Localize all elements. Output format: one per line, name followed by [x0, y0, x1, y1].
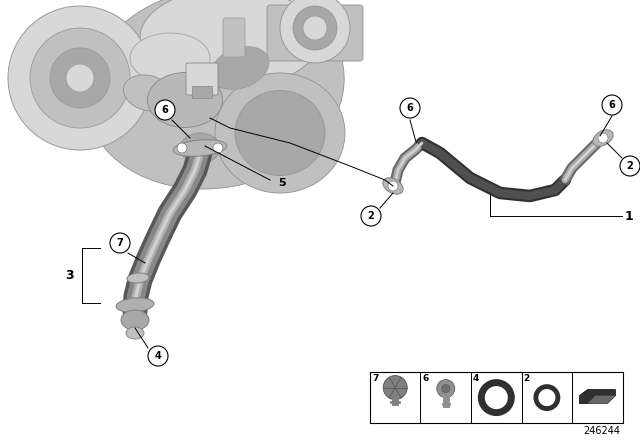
Circle shape — [66, 64, 94, 92]
Text: 6: 6 — [162, 105, 168, 115]
Text: 3: 3 — [66, 269, 74, 282]
Circle shape — [442, 384, 450, 392]
Circle shape — [598, 133, 608, 143]
Circle shape — [155, 100, 175, 120]
Ellipse shape — [124, 75, 173, 111]
Circle shape — [303, 16, 327, 40]
Ellipse shape — [121, 310, 149, 330]
Text: 4: 4 — [155, 351, 161, 361]
Ellipse shape — [383, 178, 403, 194]
Text: 6: 6 — [406, 103, 413, 113]
Circle shape — [280, 0, 350, 63]
Circle shape — [383, 375, 407, 400]
FancyBboxPatch shape — [267, 5, 363, 61]
Ellipse shape — [235, 90, 325, 176]
Text: 6: 6 — [422, 374, 429, 383]
Ellipse shape — [130, 33, 210, 83]
Circle shape — [436, 379, 455, 398]
Circle shape — [30, 28, 130, 128]
Text: 2: 2 — [524, 374, 530, 383]
Polygon shape — [579, 390, 616, 404]
FancyBboxPatch shape — [186, 63, 218, 95]
Text: 6: 6 — [609, 100, 616, 110]
Ellipse shape — [140, 0, 320, 88]
Circle shape — [110, 233, 130, 253]
Circle shape — [177, 143, 187, 153]
Ellipse shape — [211, 47, 269, 90]
FancyBboxPatch shape — [223, 18, 245, 57]
Text: 7: 7 — [372, 374, 378, 383]
Text: 246244: 246244 — [584, 426, 621, 436]
Circle shape — [361, 206, 381, 226]
Ellipse shape — [116, 298, 154, 312]
Text: 4: 4 — [473, 374, 479, 383]
Circle shape — [620, 156, 640, 176]
Bar — [370, 372, 623, 423]
Circle shape — [602, 95, 622, 115]
Ellipse shape — [173, 140, 227, 156]
Ellipse shape — [127, 273, 149, 283]
Ellipse shape — [147, 73, 223, 128]
Polygon shape — [588, 396, 616, 404]
Text: 2: 2 — [367, 211, 374, 221]
Circle shape — [388, 181, 398, 191]
Text: 7: 7 — [116, 238, 124, 248]
Circle shape — [213, 143, 223, 153]
Text: 5: 5 — [278, 178, 285, 188]
Circle shape — [8, 6, 152, 150]
Ellipse shape — [215, 73, 345, 193]
Ellipse shape — [180, 133, 220, 163]
Text: 2: 2 — [627, 161, 634, 171]
Ellipse shape — [126, 327, 144, 339]
Circle shape — [400, 98, 420, 118]
Circle shape — [293, 6, 337, 50]
Ellipse shape — [86, 0, 344, 189]
Circle shape — [50, 48, 110, 108]
Ellipse shape — [593, 130, 613, 146]
Bar — [192, 86, 212, 98]
Circle shape — [148, 346, 168, 366]
Text: 1: 1 — [625, 210, 634, 223]
